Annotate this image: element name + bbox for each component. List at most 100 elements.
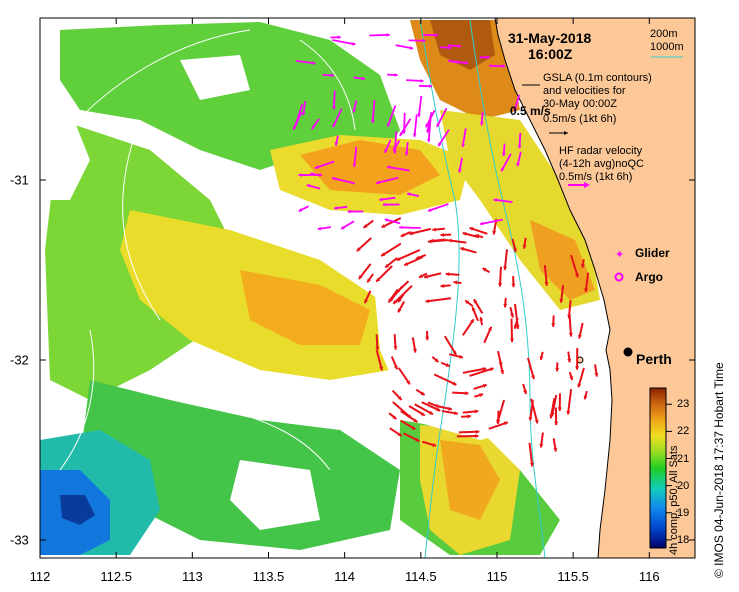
hf-velocity-arrow	[392, 284, 413, 305]
lon-tick-label: 113.5	[252, 569, 285, 584]
hf-velocity-arrow-head	[555, 367, 560, 372]
gsla-velocity-arrow	[413, 114, 418, 137]
lat-tick-label: -32	[10, 352, 29, 368]
gsla-velocity-arrow-head	[457, 169, 462, 173]
colorbar-caption: 4h comp, p50, All Sats	[668, 445, 680, 555]
hf-velocity-arrow-head	[500, 370, 505, 374]
gsla-velocity-arrow-head	[394, 73, 398, 77]
sst-patch-orange-north	[300, 140, 440, 195]
gsla-velocity-arrow	[369, 33, 390, 37]
map-time: 16:00Z	[528, 46, 573, 62]
colorbar-tick-label: 19	[677, 506, 690, 519]
gsla-velocity-arrow-head	[334, 142, 339, 146]
hf-velocity-arrow	[425, 297, 452, 303]
hf-velocity-arrow-head	[496, 420, 501, 424]
hf-velocity-arrow	[469, 367, 494, 377]
hf-velocity-arrow-head	[473, 299, 478, 304]
hf-velocity-arrow-head	[393, 365, 398, 370]
hf-velocity-arrow-head	[404, 261, 409, 266]
colorbar	[649, 387, 667, 549]
gsla-velocity-arrows	[292, 33, 522, 231]
gsla-velocity-arrow-head	[361, 76, 366, 81]
gsla-velocity-arrow-head	[461, 143, 465, 147]
hf-velocity-arrow	[380, 242, 402, 257]
hf-velocity-arrow	[375, 265, 393, 283]
hf-velocity-arrow-head	[569, 376, 574, 381]
sst-patch-orange-central	[240, 270, 370, 345]
sst-patch-green-north	[60, 22, 400, 170]
hf-velocity-arrow-head	[539, 356, 544, 360]
hf-velocity-arrow-head	[575, 366, 580, 370]
hf-velocity-arrow-head	[356, 247, 361, 252]
gsla-velocity-arrow-head	[412, 133, 417, 137]
gsla-velocity-arrow	[331, 177, 356, 185]
gsla-velocity-arrow-head	[407, 192, 411, 197]
hf-velocity-arrow	[409, 227, 432, 235]
hf-velocity-arrow-head	[580, 263, 586, 268]
hf-velocity-arrow	[503, 249, 508, 271]
hf-velocity-arrow-head	[503, 266, 508, 271]
gsla-velocity-arrow-head	[399, 132, 404, 136]
depth-legend-deep: 1000m	[650, 41, 684, 53]
hf-velocity-arrow	[443, 335, 457, 356]
colorbar-ticks	[666, 403, 672, 541]
argo-label: Argo	[635, 270, 663, 284]
hf-velocity-arrow-head	[482, 383, 487, 388]
gsla-velocity-arrow-head	[493, 198, 497, 202]
hf-velocity-arrow-head	[482, 268, 487, 272]
cloud-gap-central	[370, 220, 560, 440]
gsla-velocity-arrow	[427, 118, 432, 143]
colorbar-tick-label: 22	[677, 425, 690, 438]
hf-velocity-arrow-head	[509, 338, 515, 343]
lon-tick-label: 116	[638, 569, 660, 584]
colorbar-tick-label: 23	[677, 398, 690, 411]
perth-marker-icon	[623, 347, 633, 357]
hf-velocity-arrow-head	[427, 239, 432, 244]
gsla-legend-line2: and velocities for	[543, 85, 626, 97]
lon-tick-label: 115	[486, 569, 508, 584]
lat-tick-label: -31	[10, 172, 29, 188]
hf-velocity-arrow-head	[522, 244, 527, 249]
gsla-velocity-arrow-head	[301, 111, 306, 116]
gsla-velocity-arrow-head	[404, 152, 409, 156]
sst-patch-orange-coastal	[530, 220, 595, 300]
gsla-velocity-arrow-head	[486, 55, 490, 60]
hf-velocity-arrow	[510, 318, 514, 343]
land-western-australia	[494, 18, 695, 558]
hf-velocity-arrow-head	[594, 372, 599, 377]
gsla-velocity-arrow-head	[384, 149, 388, 153]
isobaths	[419, 19, 546, 558]
hf-velocity-arrow-head	[503, 303, 508, 308]
hf-velocity-arrow-head	[452, 381, 457, 386]
hf-velocity-arrow-head	[428, 410, 433, 415]
hf-velocity-arrow	[566, 388, 573, 415]
hf-velocity-arrow-head	[425, 299, 430, 304]
glider-label: Glider	[635, 246, 670, 260]
gsla-velocity-arrow-head	[352, 163, 357, 167]
hf-legend-line2: (4-12h avg)noQC	[559, 158, 644, 170]
hf-velocity-arrow-head	[557, 407, 562, 411]
hf-velocity-arrow-head	[469, 226, 474, 231]
hf-velocity-arrow-head	[534, 419, 539, 424]
hf-velocity-arrow-head	[544, 282, 549, 286]
gsla-velocity-arrow-head	[422, 38, 426, 43]
gsla-legend-scale: 0.5m/s (1kt 6h)	[543, 113, 617, 125]
hf-velocity-arrow-head	[474, 409, 479, 414]
gsla-velocity-arrow-head	[314, 165, 319, 169]
gsla-velocity-arrow-head	[501, 167, 505, 172]
cloud-gap-north	[180, 55, 250, 100]
hf-velocity-arrow-head	[397, 396, 402, 400]
hf-velocity-arrow-head	[424, 274, 428, 279]
hf-velocity-arrow	[526, 357, 535, 380]
hf-radar-velocity-arrows	[356, 217, 599, 467]
gsla-velocity-arrow	[353, 146, 358, 167]
hf-velocity-arrow-head	[425, 336, 430, 341]
hf-velocity-arrow-head	[470, 319, 474, 324]
hf-velocity-arrow	[381, 217, 402, 229]
hf-velocity-arrow-head	[453, 280, 458, 285]
hf-velocity-arrow-head	[568, 333, 573, 337]
hf-velocity-arrow	[375, 350, 383, 371]
hf-velocity-arrow-head	[434, 358, 439, 363]
gsla-contour	[59, 329, 95, 471]
hf-velocity-arrow-head	[577, 383, 582, 388]
